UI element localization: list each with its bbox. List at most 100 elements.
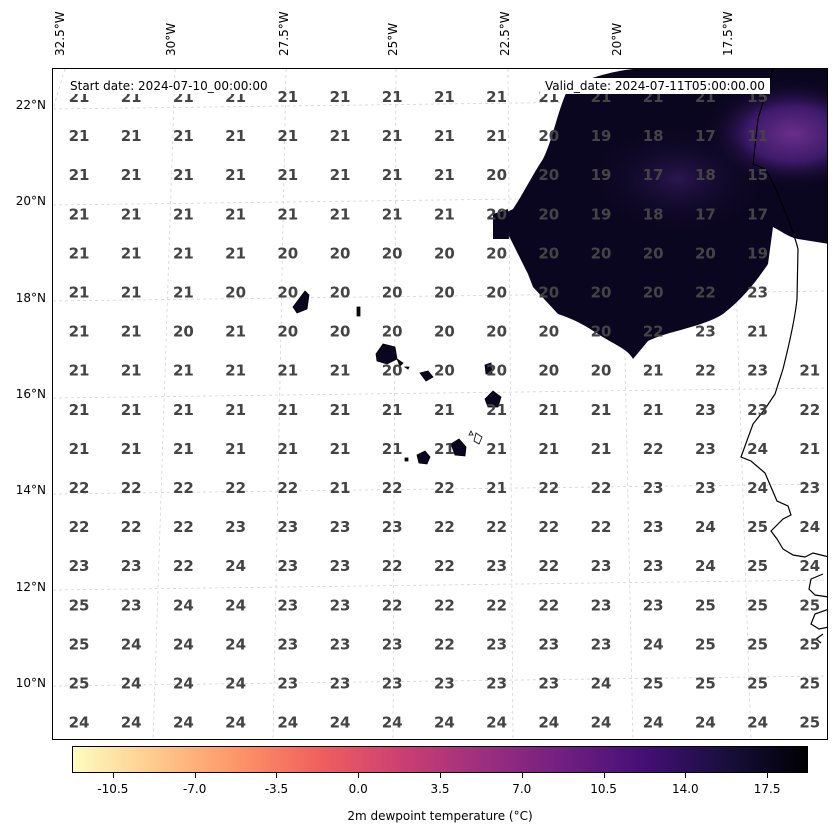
colorbar-tick-label: 14.0 bbox=[671, 782, 699, 796]
grid-value: 21 bbox=[69, 166, 90, 184]
grid-value: 21 bbox=[643, 401, 664, 419]
islands bbox=[292, 290, 502, 465]
grid-value: 21 bbox=[225, 244, 246, 262]
grid-value: 22 bbox=[69, 479, 90, 497]
grid-value: 24 bbox=[799, 557, 820, 575]
grid-value: 21 bbox=[121, 401, 142, 419]
grid-value: 17 bbox=[695, 127, 716, 145]
grid-value: 23 bbox=[69, 557, 90, 575]
grid-value: 21 bbox=[69, 401, 90, 419]
grid-value: 21 bbox=[799, 362, 820, 380]
grid-value: 23 bbox=[330, 635, 351, 653]
grid-value: 24 bbox=[643, 635, 664, 653]
grid-value: 21 bbox=[173, 284, 194, 302]
colorbar-tick-label: 7.0 bbox=[512, 782, 532, 796]
grid-value: 23 bbox=[434, 675, 455, 693]
grid-value: 24 bbox=[121, 635, 142, 653]
grid-value: 24 bbox=[747, 440, 768, 458]
grid-value: 21 bbox=[330, 479, 351, 497]
colorbar-title: 2m dewpoint temperature (°C) bbox=[347, 809, 533, 823]
start-date-label: Start date: 2024-07-10_00:00:00 bbox=[65, 78, 273, 94]
grid-value: 20 bbox=[486, 362, 507, 380]
grid-value: 25 bbox=[799, 714, 820, 732]
grid-value: 20 bbox=[277, 244, 298, 262]
grid-value: 21 bbox=[538, 401, 559, 419]
colorbar-tick-label: -10.5 bbox=[97, 782, 129, 796]
grid-value: 23 bbox=[277, 518, 298, 536]
grid-value: 20 bbox=[538, 244, 559, 262]
grid-value: 21 bbox=[225, 205, 246, 223]
grid-value: 21 bbox=[173, 166, 194, 184]
grid-value: 22 bbox=[173, 518, 194, 536]
grid-value: 21 bbox=[382, 88, 403, 106]
grid-value: 21 bbox=[330, 401, 351, 419]
lat-label: 18°N bbox=[15, 291, 46, 305]
grid-value: 24 bbox=[173, 596, 194, 614]
grid-value: 18 bbox=[643, 205, 664, 223]
valid-date-label: Valid_date: 2024-07-11T05:00:00.00 bbox=[540, 78, 770, 94]
grid-value: 20 bbox=[486, 244, 507, 262]
grid-value: 21 bbox=[486, 401, 507, 419]
grid-value: 21 bbox=[277, 88, 298, 106]
grid-value: 22 bbox=[173, 557, 194, 575]
grid-value: 21 bbox=[121, 244, 142, 262]
grid-value: 21 bbox=[225, 401, 246, 419]
grid-value: 24 bbox=[695, 714, 716, 732]
grid-value: 23 bbox=[121, 596, 142, 614]
grid-value: 22 bbox=[538, 596, 559, 614]
grid-value: 24 bbox=[69, 714, 90, 732]
grid-value: 25 bbox=[695, 635, 716, 653]
grid-value: 21 bbox=[434, 401, 455, 419]
grid-value: 22 bbox=[486, 596, 507, 614]
grid-value: 24 bbox=[225, 557, 246, 575]
grid-value: 21 bbox=[382, 166, 403, 184]
grid-value: 24 bbox=[225, 635, 246, 653]
grid-value: 22 bbox=[173, 479, 194, 497]
grid-value: 20 bbox=[382, 244, 403, 262]
grid-value: 24 bbox=[225, 714, 246, 732]
grid-value: 24 bbox=[434, 714, 455, 732]
colorbar-tick-label: -3.5 bbox=[264, 782, 289, 796]
grid-value: 19 bbox=[591, 127, 612, 145]
grid-value: 24 bbox=[695, 557, 716, 575]
grid-value: 21 bbox=[434, 166, 455, 184]
grid-value: 21 bbox=[277, 205, 298, 223]
grid-value: 22 bbox=[591, 479, 612, 497]
grid-value: 21 bbox=[69, 244, 90, 262]
grid-value: 21 bbox=[225, 362, 246, 380]
grid-value: 25 bbox=[695, 675, 716, 693]
grid-value: 23 bbox=[747, 284, 768, 302]
grid-value: 20 bbox=[382, 284, 403, 302]
grid-value: 21 bbox=[173, 362, 194, 380]
grid-value: 21 bbox=[643, 362, 664, 380]
colorbar-tick-label: 0.0 bbox=[348, 782, 368, 796]
grid-value: 20 bbox=[643, 284, 664, 302]
grid-value: 23 bbox=[486, 635, 507, 653]
grid-value: 21 bbox=[330, 88, 351, 106]
grid-value: 20 bbox=[434, 244, 455, 262]
grid-value: 22 bbox=[643, 440, 664, 458]
grid-value: 21 bbox=[486, 440, 507, 458]
colorbar-tick-label: 3.5 bbox=[430, 782, 450, 796]
grid-value: 18 bbox=[695, 166, 716, 184]
map-area[interactable]: 21 21 21 21 21 21 21 21 21 21 21 21 21 15 21 21 21 21 21 21… bbox=[52, 68, 828, 740]
grid-value: 23 bbox=[799, 479, 820, 497]
grid-value: 22 bbox=[382, 557, 403, 575]
grid-value: 25 bbox=[747, 635, 768, 653]
colorbar-tick bbox=[521, 773, 523, 778]
grid-value: 24 bbox=[695, 518, 716, 536]
grid-value: 25 bbox=[747, 596, 768, 614]
graticule bbox=[53, 69, 827, 739]
grid-value: 22 bbox=[434, 596, 455, 614]
grid-value: 21 bbox=[225, 440, 246, 458]
colorbar-tick bbox=[603, 773, 605, 778]
grid-value: 24 bbox=[173, 714, 194, 732]
grid-value: 21 bbox=[330, 440, 351, 458]
dewpoint-field-dark bbox=[493, 69, 827, 359]
grid-value: 17 bbox=[695, 205, 716, 223]
grid-value: 25 bbox=[69, 596, 90, 614]
grid-value: 21 bbox=[121, 205, 142, 223]
grid-value: 23 bbox=[277, 596, 298, 614]
grid-value: 21 bbox=[173, 440, 194, 458]
grid-value: 20 bbox=[538, 323, 559, 341]
